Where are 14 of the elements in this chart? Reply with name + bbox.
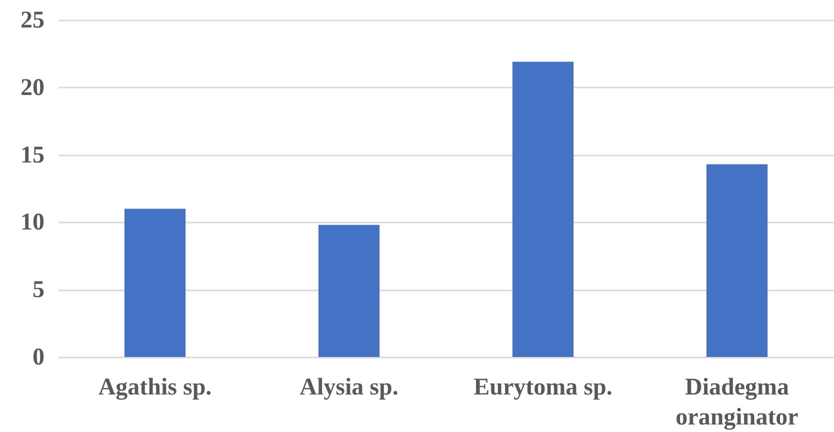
- x-tick-label: Eurytoma sp.: [474, 374, 612, 400]
- y-tick-label: 10: [20, 210, 44, 236]
- bar: [706, 164, 768, 357]
- y-tick-label: 5: [32, 277, 44, 304]
- y-tick-label: 0: [32, 344, 44, 370]
- x-tick-label: Alysia sp.: [300, 374, 398, 400]
- bar: [512, 62, 574, 357]
- x-tick-label: Agathis sp.: [98, 374, 212, 400]
- y-tick-label: 20: [20, 74, 44, 101]
- y-tick-label: 15: [20, 142, 44, 168]
- x-tick-label: Diadegma oranginator: [676, 374, 799, 430]
- bar: [318, 224, 380, 357]
- y-tick-label: 25: [20, 8, 44, 34]
- bar: [124, 208, 186, 357]
